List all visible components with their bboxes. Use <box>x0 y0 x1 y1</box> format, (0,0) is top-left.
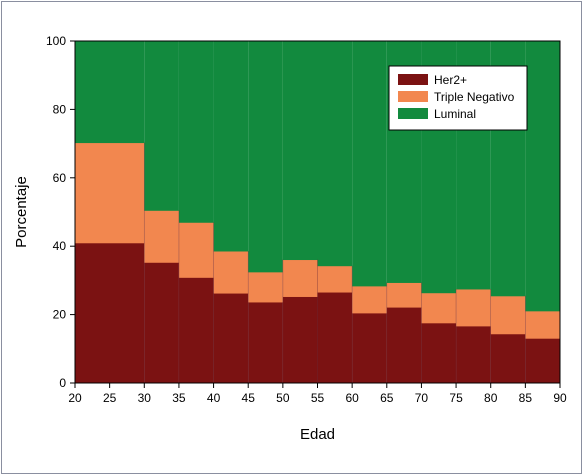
legend-label-triple-negativo: Triple Negativo <box>434 90 515 104</box>
legend-label-luminal: Luminal <box>434 107 476 121</box>
x-axis-title: Edad <box>300 426 335 443</box>
bar-her2-80-85 <box>490 333 526 384</box>
x-tick-label-50: 50 <box>276 391 290 405</box>
y-axis: 0 20 40 60 80 100 <box>46 34 75 390</box>
bar-her2-85-90 <box>525 338 560 384</box>
bars-layer <box>75 41 560 384</box>
legend-swatch-luminal <box>398 108 428 119</box>
bar-her2-60-65 <box>352 312 387 384</box>
bar-her2-70-75 <box>421 322 457 384</box>
bar-triple-negativo-70-75 <box>421 292 457 324</box>
bar-triple-negativo-40-45 <box>213 250 249 294</box>
bar-her2-45-50 <box>248 301 283 384</box>
y-tick-label-0: 0 <box>59 376 66 390</box>
legend-label-her2: Her2+ <box>434 73 467 87</box>
legend-swatch-her2 <box>398 74 428 85</box>
bar-her2-40-45 <box>213 293 249 384</box>
bar-triple-negativo-80-85 <box>490 295 526 335</box>
bar-luminal-20-30 <box>75 41 145 144</box>
bar-luminal-50-55 <box>282 41 318 261</box>
y-tick-label-60: 60 <box>53 171 67 185</box>
bar-triple-negativo-20-30 <box>75 142 145 244</box>
bar-her2-65-70 <box>386 307 422 384</box>
x-tick-label-70: 70 <box>415 391 429 405</box>
bar-her2-55-60 <box>317 292 353 384</box>
x-tick-label-75: 75 <box>449 391 463 405</box>
bar-triple-negativo-65-70 <box>386 282 422 308</box>
bar-luminal-85-90 <box>525 41 560 312</box>
x-tick-label-45: 45 <box>242 391 256 405</box>
bar-triple-negativo-35-40 <box>178 222 214 278</box>
legend: Her2+ Triple Negativo Luminal <box>388 65 528 131</box>
bar-triple-negativo-30-35 <box>144 210 179 263</box>
x-tick-label-35: 35 <box>172 391 186 405</box>
bar-luminal-30-35 <box>144 41 179 211</box>
bar-luminal-60-65 <box>352 41 387 287</box>
x-tick-label-90: 90 <box>553 391 567 405</box>
x-tick-label-30: 30 <box>138 391 152 405</box>
bar-triple-negativo-45-50 <box>248 271 283 303</box>
bar-luminal-45-50 <box>248 41 283 273</box>
x-tick-label-25: 25 <box>103 391 117 405</box>
bar-triple-negativo-85-90 <box>525 310 560 339</box>
bar-triple-negativo-60-65 <box>352 285 387 314</box>
x-tick-label-20: 20 <box>68 391 82 405</box>
x-tick-label-85: 85 <box>519 391 533 405</box>
bar-luminal-55-60 <box>317 41 353 267</box>
bar-triple-negativo-75-80 <box>456 288 491 327</box>
bar-luminal-40-45 <box>213 41 249 252</box>
y-tick-label-100: 100 <box>46 34 66 48</box>
x-tick-label-60: 60 <box>345 391 359 405</box>
y-tick-label-40: 40 <box>53 239 67 253</box>
x-tick-label-65: 65 <box>380 391 394 405</box>
bar-her2-75-80 <box>456 325 491 384</box>
x-tick-label-80: 80 <box>484 391 498 405</box>
y-tick-label-80: 80 <box>53 102 67 116</box>
x-tick-label-40: 40 <box>207 391 221 405</box>
x-axis: 20 25 30 35 40 45 50 55 60 65 70 75 80 85 90 <box>68 383 567 405</box>
y-axis-title: Porcentaje <box>13 176 30 248</box>
bar-her2-30-35 <box>144 262 179 384</box>
bar-triple-negativo-55-60 <box>317 265 353 293</box>
bar-luminal-35-40 <box>178 41 214 223</box>
bar-triple-negativo-50-55 <box>282 259 318 297</box>
legend-swatch-triple-negativo <box>398 91 428 102</box>
bar-her2-20-30 <box>75 242 145 384</box>
bar-her2-35-40 <box>178 277 214 384</box>
bar-her2-50-55 <box>282 296 318 384</box>
x-tick-label-55: 55 <box>311 391 325 405</box>
y-tick-label-20: 20 <box>53 308 67 322</box>
